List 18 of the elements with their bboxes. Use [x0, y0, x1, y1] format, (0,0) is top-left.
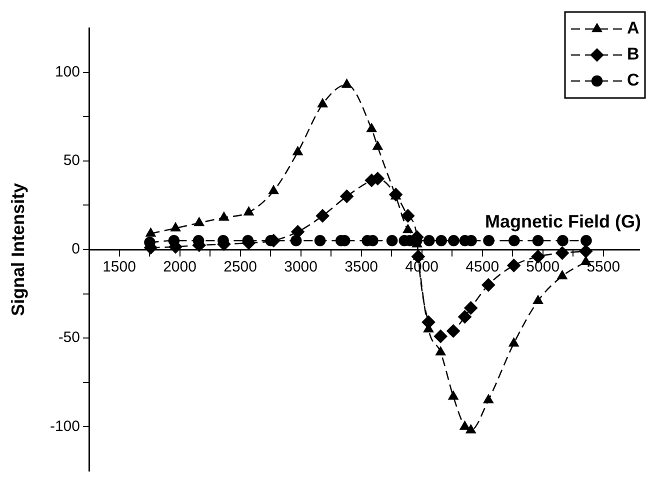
x-tick-label: 4500 — [466, 258, 500, 276]
y-tick-label: -100 — [50, 418, 80, 435]
x-axis-title: Magnetic Field (G) — [484, 211, 641, 232]
x-tick-label: 2000 — [163, 258, 196, 276]
legend-label: B — [627, 44, 640, 64]
legend-label: C — [627, 70, 640, 90]
x-tick-label: 2500 — [224, 258, 257, 276]
y-tick-label: 0 — [72, 240, 80, 258]
y-tick-label: 50 — [63, 152, 80, 170]
x-tick-label: 1500 — [102, 258, 136, 276]
x-tick-label: 3000 — [284, 258, 318, 276]
x-tick-label: 3500 — [344, 258, 378, 276]
y-tick-label: -50 — [58, 329, 80, 346]
y-tick-label: 100 — [54, 63, 80, 80]
legend-label: A — [627, 18, 640, 38]
x-tick-label: 5500 — [586, 258, 620, 276]
x-tick-label: 5000 — [526, 258, 560, 276]
y-axis-title: Signal Intensity — [8, 182, 28, 316]
